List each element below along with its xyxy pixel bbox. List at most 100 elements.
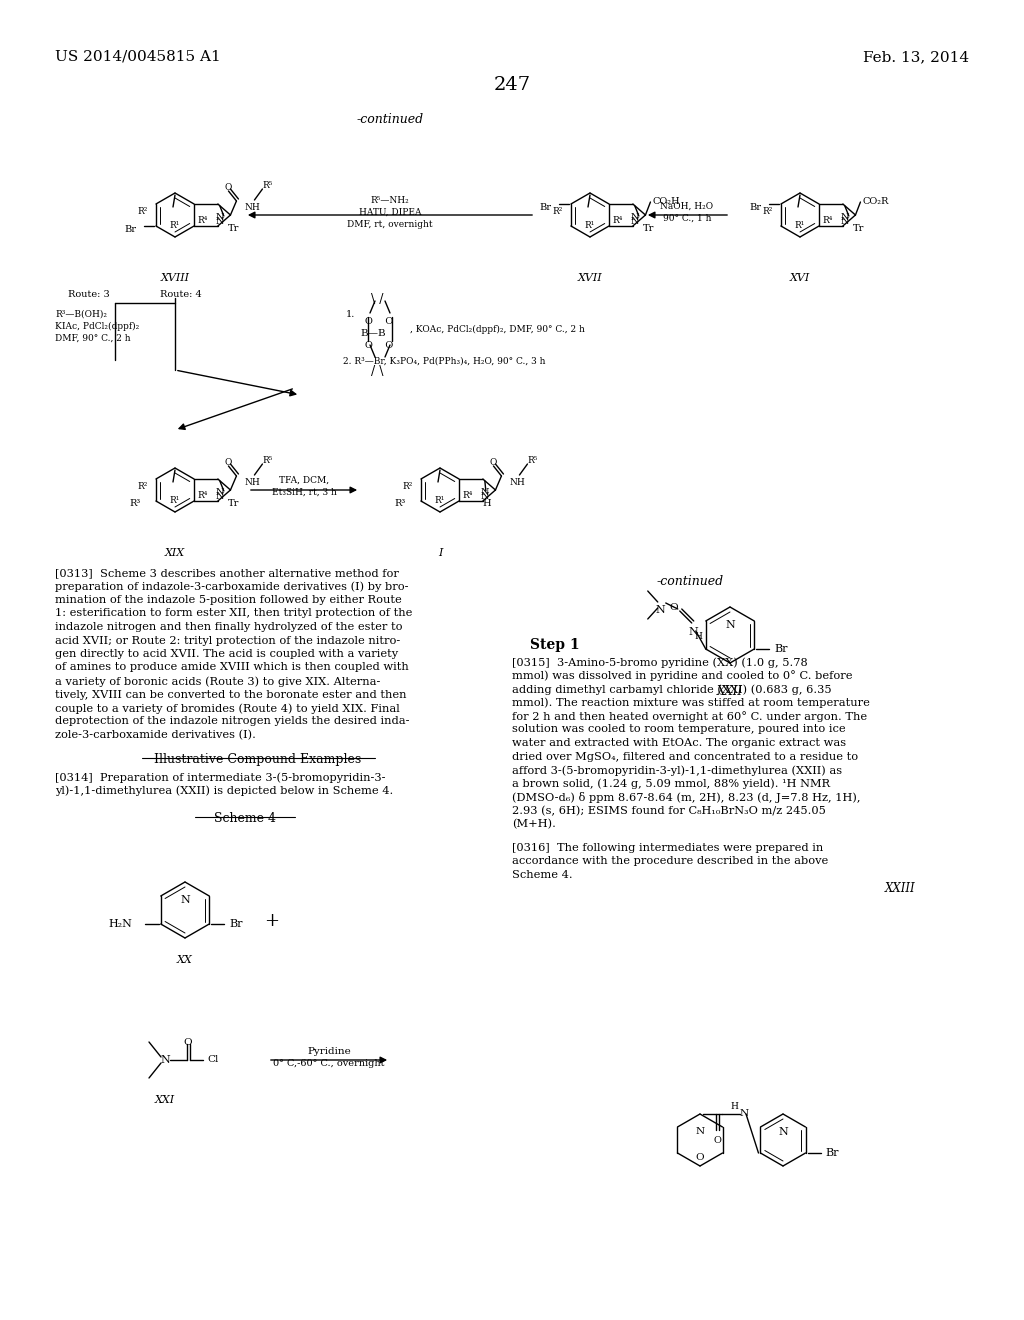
Text: Scheme 4: Scheme 4 <box>214 812 276 825</box>
Text: Et₃SiH, rt, 3 h: Et₃SiH, rt, 3 h <box>271 488 337 498</box>
Text: O: O <box>224 458 232 467</box>
Text: B—B: B—B <box>360 329 386 338</box>
Text: yl)-1,1-dimethylurea (XXII) is depicted below in Scheme 4.: yl)-1,1-dimethylurea (XXII) is depicted … <box>55 785 393 796</box>
Text: NH: NH <box>510 478 525 487</box>
Text: TFA, DCM,: TFA, DCM, <box>279 477 329 484</box>
Text: N: N <box>480 492 489 502</box>
Text: afford 3-(5-bromopyridin-3-yl)-1,1-dimethylurea (XXII) as: afford 3-(5-bromopyridin-3-yl)-1,1-dimet… <box>512 766 842 776</box>
Text: N: N <box>778 1127 787 1137</box>
Text: / \: / \ <box>371 366 383 378</box>
Text: DMF, rt, overnight: DMF, rt, overnight <box>347 220 433 228</box>
Text: NH: NH <box>245 478 260 487</box>
Text: N: N <box>631 216 639 226</box>
Text: 90° C., 1 h: 90° C., 1 h <box>663 214 712 223</box>
Text: XX: XX <box>177 954 193 965</box>
Text: H₂N: H₂N <box>109 919 133 929</box>
Text: a variety of boronic acids (Route 3) to give XIX. Alterna-: a variety of boronic acids (Route 3) to … <box>55 676 380 686</box>
Text: R⁵: R⁵ <box>262 455 272 465</box>
Text: adding dimethyl carbamyl chloride (XXI) (0.683 g, 6.35: adding dimethyl carbamyl chloride (XXI) … <box>512 684 831 694</box>
Text: R³: R³ <box>130 499 141 508</box>
Text: HATU, DIPEA: HATU, DIPEA <box>358 209 421 216</box>
Text: Tr: Tr <box>643 224 654 234</box>
Text: Br: Br <box>749 203 761 213</box>
Text: [0315]  3-Amino-5-bromo pyridine (XX) (1.0 g, 5.78: [0315] 3-Amino-5-bromo pyridine (XX) (1.… <box>512 657 808 668</box>
Text: N: N <box>216 488 224 498</box>
Text: accordance with the procedure described in the above: accordance with the procedure described … <box>512 857 828 866</box>
Text: Br: Br <box>539 203 551 213</box>
Text: N: N <box>656 605 666 615</box>
Text: XXIII: XXIII <box>885 882 915 895</box>
Text: R⁴: R⁴ <box>197 491 208 500</box>
Text: Br: Br <box>124 224 136 234</box>
Text: N: N <box>841 216 849 226</box>
Text: -continued: -continued <box>356 114 424 125</box>
Text: Pyridine: Pyridine <box>307 1047 351 1056</box>
Text: CO₂R: CO₂R <box>862 197 889 206</box>
Text: 2. R³—Br, K₃PO₄, Pd(PPh₃)₄, H₂O, 90° C., 3 h: 2. R³—Br, K₃PO₄, Pd(PPh₃)₄, H₂O, 90° C.,… <box>343 356 546 366</box>
Text: N: N <box>480 488 489 498</box>
Text: +: + <box>264 912 280 931</box>
Text: Br: Br <box>229 919 243 929</box>
Text: O: O <box>713 1137 721 1144</box>
Text: R¹: R¹ <box>170 496 180 506</box>
Text: KIAc, PdCl₂(dppf)₂: KIAc, PdCl₂(dppf)₂ <box>55 322 139 331</box>
Text: mmol). The reaction mixture was stiffed at room temperature: mmol). The reaction mixture was stiffed … <box>512 697 869 708</box>
Text: gen directly to acid XVII. The acid is coupled with a variety: gen directly to acid XVII. The acid is c… <box>55 649 398 659</box>
Text: CO₂H: CO₂H <box>652 197 680 206</box>
Text: R⁴: R⁴ <box>197 216 208 224</box>
Text: preparation of indazole-3-carboxamide derivatives (I) by bro-: preparation of indazole-3-carboxamide de… <box>55 582 409 593</box>
Text: R²: R² <box>137 482 147 491</box>
Text: , KOAc, PdCl₂(dppf)₂, DMF, 90° C., 2 h: , KOAc, PdCl₂(dppf)₂, DMF, 90° C., 2 h <box>410 325 585 334</box>
Text: water and extracted with EtOAc. The organic extract was: water and extracted with EtOAc. The orga… <box>512 738 846 748</box>
Text: couple to a variety of bromides (Route 4) to yield XIX. Final: couple to a variety of bromides (Route 4… <box>55 704 399 714</box>
Text: N: N <box>689 627 698 638</box>
Text: O: O <box>695 1152 705 1162</box>
Text: Cl: Cl <box>207 1056 218 1064</box>
Text: O: O <box>670 603 678 612</box>
Text: R²: R² <box>763 207 773 216</box>
Text: 247: 247 <box>494 77 530 94</box>
Text: mmol) was dissolved in pyridine and cooled to 0° C. before: mmol) was dissolved in pyridine and cool… <box>512 671 853 681</box>
Text: deprotection of the indazole nitrogen yields the desired inda-: deprotection of the indazole nitrogen yi… <box>55 717 410 726</box>
Text: indazole nitrogen and then finally hydrolyzed of the ester to: indazole nitrogen and then finally hydro… <box>55 622 402 632</box>
Text: [0316]  The following intermediates were prepared in: [0316] The following intermediates were … <box>512 843 823 853</box>
Text: of amines to produce amide XVIII which is then coupled with: of amines to produce amide XVIII which i… <box>55 663 409 672</box>
Text: R⁴: R⁴ <box>612 216 623 224</box>
Text: O    O: O O <box>365 317 393 326</box>
Text: R⁵: R⁵ <box>527 455 538 465</box>
Text: Step 1: Step 1 <box>530 638 580 652</box>
Text: N: N <box>216 216 224 226</box>
Text: 1.: 1. <box>346 310 355 319</box>
Text: R³—B(OH)₂: R³—B(OH)₂ <box>55 310 106 319</box>
Text: (M+H).: (M+H). <box>512 818 556 829</box>
Text: Feb. 13, 2014: Feb. 13, 2014 <box>863 50 969 63</box>
Text: 2.93 (s, 6H); ESIMS found for C₈H₁₀BrN₃O m/z 245.05: 2.93 (s, 6H); ESIMS found for C₈H₁₀BrN₃O… <box>512 805 826 816</box>
Text: N: N <box>631 213 639 222</box>
Text: N: N <box>740 1110 750 1118</box>
Text: XXII: XXII <box>717 685 743 698</box>
Text: R²: R² <box>553 207 563 216</box>
Text: XVII: XVII <box>578 273 602 282</box>
Text: DMF, 90° C., 2 h: DMF, 90° C., 2 h <box>55 334 131 343</box>
Text: [0313]  Scheme 3 describes another alternative method for: [0313] Scheme 3 describes another altern… <box>55 568 399 578</box>
Text: R⁴: R⁴ <box>462 491 472 500</box>
Text: Tr: Tr <box>228 499 240 508</box>
Text: (DMSO-d₆) δ ppm 8.67-8.64 (m, 2H), 8.23 (d, J=7.8 Hz, 1H),: (DMSO-d₆) δ ppm 8.67-8.64 (m, 2H), 8.23 … <box>512 792 860 803</box>
Text: US 2014/0045815 A1: US 2014/0045815 A1 <box>55 50 221 63</box>
Text: NaOH, H₂O: NaOH, H₂O <box>660 202 714 211</box>
Text: R¹: R¹ <box>585 220 595 230</box>
Text: R⁴: R⁴ <box>822 216 833 224</box>
Text: O: O <box>489 458 497 467</box>
Text: R¹: R¹ <box>795 220 805 230</box>
Text: Br: Br <box>774 644 787 653</box>
Text: NH: NH <box>245 203 260 213</box>
Text: Scheme 4.: Scheme 4. <box>512 870 572 880</box>
Text: H: H <box>695 632 702 642</box>
Text: Tr: Tr <box>228 224 240 234</box>
Text: R³: R³ <box>394 499 406 508</box>
Text: 0° C,-60° C., overnight: 0° C,-60° C., overnight <box>273 1059 385 1068</box>
Text: \ /: \ / <box>371 293 383 306</box>
Text: a brown solid, (1.24 g, 5.09 mmol, 88% yield). ¹H NMR: a brown solid, (1.24 g, 5.09 mmol, 88% y… <box>512 779 830 789</box>
Text: solution was cooled to room temperature, poured into ice: solution was cooled to room temperature,… <box>512 725 846 734</box>
Text: [0314]  Preparation of intermediate 3-(5-bromopyridin-3-: [0314] Preparation of intermediate 3-(5-… <box>55 772 385 783</box>
